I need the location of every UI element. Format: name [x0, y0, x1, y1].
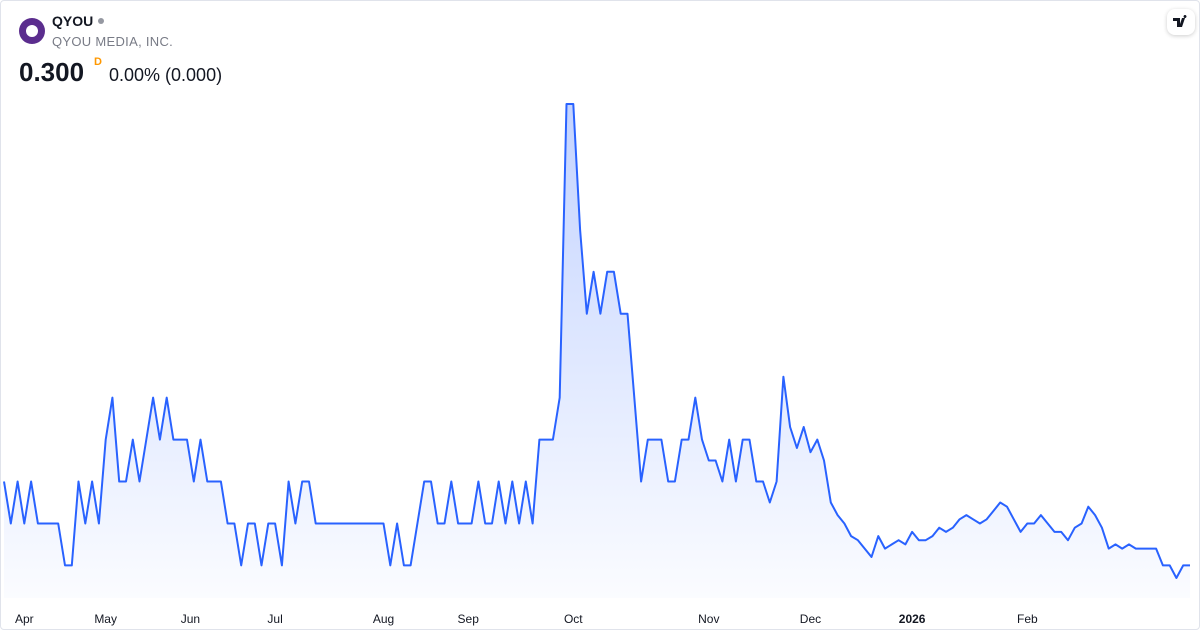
company-name: QYOU MEDIA, INC. — [52, 34, 174, 49]
x-tick-label: Nov — [698, 612, 719, 626]
x-tick-label: Jun — [181, 612, 200, 626]
x-tick-label: Feb — [1017, 612, 1038, 626]
status-dot — [98, 18, 104, 24]
price-line — [3, 103, 1190, 579]
interval: D — [94, 56, 102, 68]
symbol-logo — [19, 18, 45, 44]
x-tick-label: Jul — [267, 612, 282, 626]
symbol[interactable]: QYOU — [52, 13, 94, 29]
x-tick-label: Dec — [800, 612, 821, 626]
x-tick-label: Aug — [373, 612, 394, 626]
x-tick-label: 2026 — [899, 612, 926, 626]
tradingview-logo[interactable] — [1167, 9, 1195, 35]
x-tick-label: Apr — [15, 612, 34, 626]
price-change: 0.00% (0.000) — [109, 65, 223, 85]
area-fill — [4, 104, 1190, 598]
x-tick-label: Oct — [564, 612, 583, 626]
x-tick-label: Sep — [458, 612, 480, 626]
tv-icon — [1173, 15, 1187, 27]
x-tick-label: May — [94, 612, 117, 626]
price: 0.300 — [19, 57, 85, 87]
